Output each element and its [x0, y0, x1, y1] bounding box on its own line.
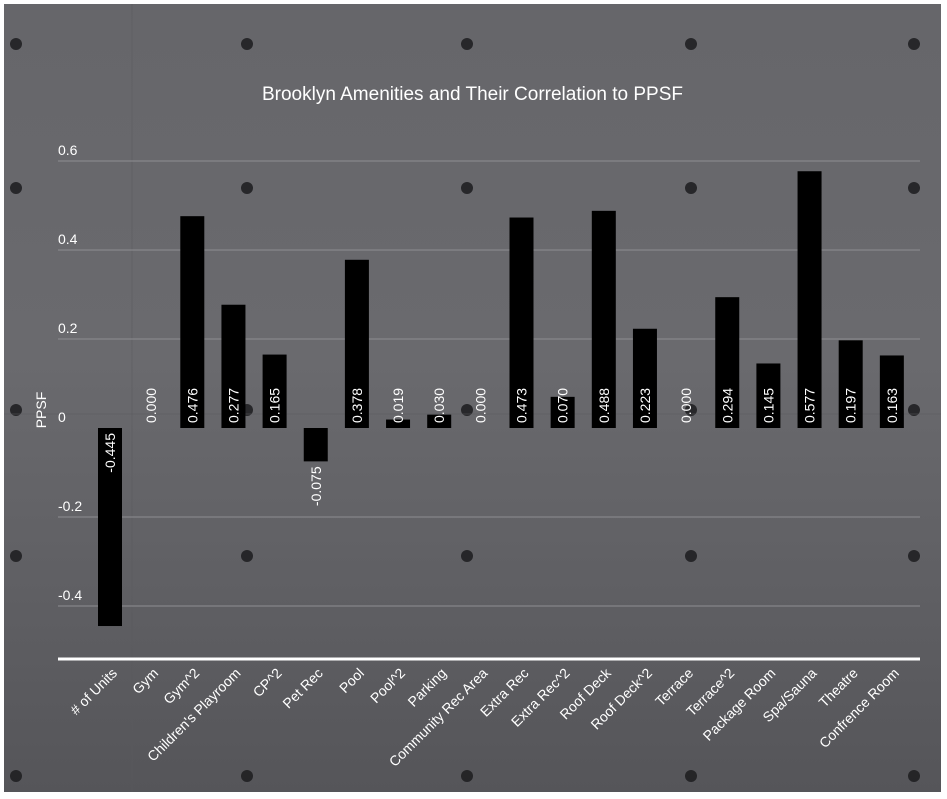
- bar: [427, 414, 452, 428]
- bar: [838, 340, 863, 428]
- tie-hole: [908, 38, 920, 50]
- tie-hole: [461, 550, 473, 562]
- tie-hole: [908, 770, 920, 782]
- bar: [756, 363, 781, 428]
- x-tick-label: Package Room: [700, 665, 779, 744]
- x-tick-label: Pet Rec: [279, 665, 326, 712]
- x-tick-label: CP^2: [249, 665, 284, 700]
- data-label: 0.030: [431, 388, 447, 423]
- concrete-texture: [4, 4, 941, 792]
- y-tick-label: 0.2: [58, 320, 78, 336]
- tie-hole: [908, 550, 920, 562]
- tie-hole: [241, 182, 253, 194]
- y-tick-label: 0.4: [58, 231, 78, 247]
- data-label: 0.476: [184, 388, 200, 423]
- bar: [715, 297, 740, 428]
- data-label: 0.000: [678, 388, 694, 423]
- chart-title: Brooklyn Amenities and Their Correlation…: [261, 84, 683, 105]
- y-tick-label: -0.2: [58, 498, 82, 514]
- tie-hole: [908, 404, 920, 416]
- bar: [386, 419, 411, 428]
- tie-hole: [685, 38, 697, 50]
- bar: [180, 216, 205, 428]
- bar: [509, 217, 534, 428]
- tie-hole: [10, 550, 22, 562]
- y-tick-label: -0.4: [58, 587, 82, 603]
- tie-hole: [241, 770, 253, 782]
- data-label: 0.223: [637, 388, 653, 423]
- data-label: 0.145: [760, 388, 776, 423]
- tie-hole: [908, 182, 920, 194]
- bar-chart: 0.6 0.4 0.2 0 -0.2 -0.4 PPSF -0.445 # of Units 0.…: [33, 142, 920, 770]
- bar: [262, 354, 287, 428]
- tie-hole: [10, 38, 22, 50]
- data-label: -0.445: [102, 433, 118, 473]
- bar: [344, 259, 369, 428]
- bar: [550, 396, 575, 428]
- data-label: 0.163: [884, 388, 900, 423]
- data-label: 0.577: [802, 388, 818, 423]
- tie-hole: [685, 182, 697, 194]
- tie-hole: [461, 38, 473, 50]
- tie-hole: [461, 770, 473, 782]
- data-label: 0.070: [555, 388, 571, 423]
- data-label: 0.019: [390, 388, 406, 423]
- x-tick-label: Pool^2: [367, 665, 408, 706]
- bar: [303, 428, 328, 462]
- data-label: 0.473: [514, 388, 530, 423]
- data-label: 0.378: [349, 388, 365, 423]
- bar: [98, 428, 122, 627]
- x-tick-label: # of Units: [67, 665, 120, 718]
- tie-hole: [241, 38, 253, 50]
- x-tick-label: Pool: [336, 665, 367, 696]
- tie-hole: [685, 550, 697, 562]
- x-tick-label: Gym: [129, 665, 161, 697]
- data-label: 0.294: [719, 388, 735, 423]
- tie-hole: [241, 550, 253, 562]
- tie-hole: [10, 182, 22, 194]
- data-label: 0.000: [472, 388, 488, 423]
- bar: [879, 355, 904, 428]
- bar: [797, 171, 822, 429]
- data-label: 0.277: [225, 388, 241, 423]
- tie-hole: [685, 770, 697, 782]
- data-label: 0.488: [596, 388, 612, 423]
- y-tick-label: 0: [58, 409, 66, 425]
- bar: [632, 328, 657, 428]
- tie-hole: [461, 182, 473, 194]
- y-axis-label: PPSF: [33, 392, 49, 429]
- data-label: -0.075: [308, 466, 324, 506]
- tie-hole: [685, 404, 697, 416]
- bar: [221, 304, 246, 428]
- tie-hole: [10, 770, 22, 782]
- chart-background: Brooklyn Amenities and Their Correlation…: [4, 4, 941, 792]
- data-label: 0.165: [267, 388, 283, 423]
- tie-hole: [10, 404, 22, 416]
- tie-hole: [461, 404, 473, 416]
- y-tick-label: 0.6: [58, 142, 78, 158]
- data-label: 0.197: [843, 388, 859, 423]
- data-label: 0.000: [143, 388, 159, 423]
- bar: [591, 210, 616, 428]
